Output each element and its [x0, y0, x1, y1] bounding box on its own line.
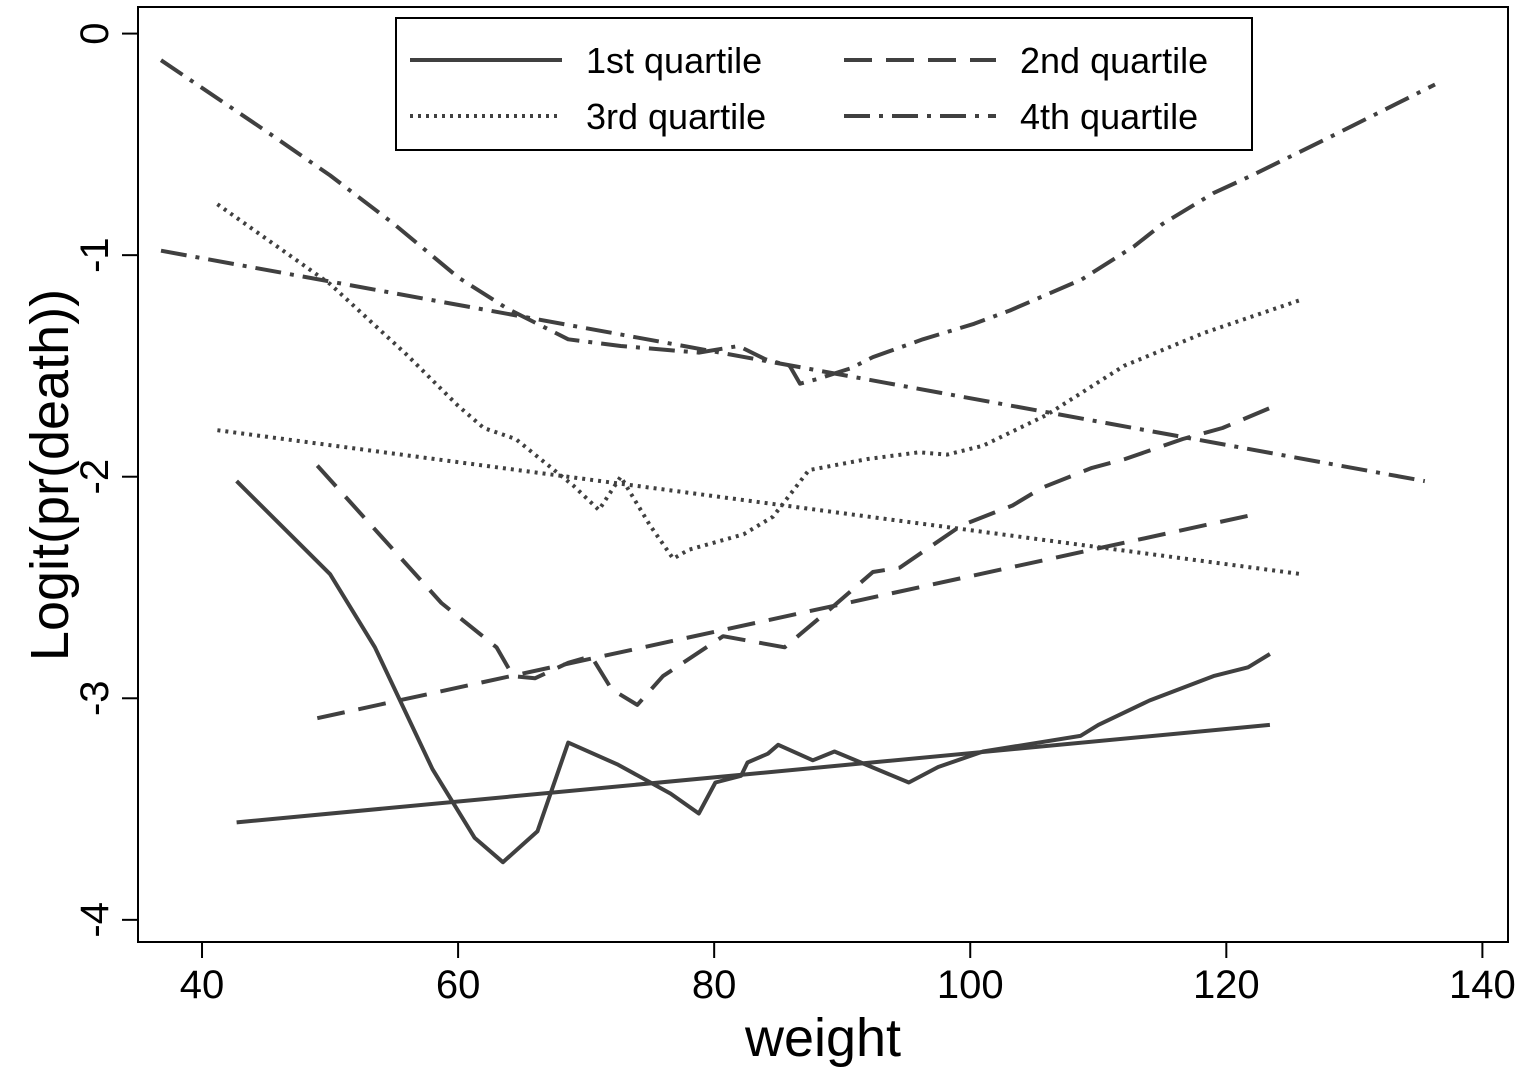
series-line-3-fit — [217, 428, 1303, 577]
x-tick-label: 80 — [692, 963, 737, 1007]
axis-ticks: 40 60 80 100 120 140 0 -1 -2 -3 -4 — [73, 22, 1516, 1007]
series-line-2-smooth — [315, 406, 1271, 707]
series-line-2-fit — [316, 512, 1255, 721]
x-tick-label: 120 — [1193, 963, 1260, 1007]
x-tick-label: 140 — [1449, 963, 1516, 1007]
legend: 1st quartile 2nd quartile 3rd quartile 4th … — [395, 17, 1253, 151]
series-line-3-smooth — [216, 202, 1303, 561]
plot-frame — [137, 6, 1509, 943]
legend-label-3: 3rd quartile — [586, 96, 766, 137]
y-tick-label: -2 — [73, 459, 117, 495]
y-axis-title: Logit(pr(death)) — [20, 289, 80, 661]
legend-label-2: 2nd quartile — [1020, 40, 1208, 81]
y-tick-label: -3 — [73, 680, 117, 716]
x-axis-title: weight — [744, 1008, 901, 1068]
series-lines — [159, 58, 1436, 865]
y-tick-label: -4 — [73, 902, 117, 938]
series-line-1-fit — [236, 722, 1271, 825]
x-tick-label: 60 — [436, 963, 481, 1007]
legend-box — [395, 17, 1253, 151]
series-line-1-smooth — [235, 479, 1271, 865]
legend-label-1: 1st quartile — [586, 40, 762, 81]
y-tick-label: 0 — [73, 22, 117, 44]
series-line-4-fit — [160, 248, 1426, 484]
x-tick-label: 40 — [180, 963, 225, 1007]
y-tick-label: -1 — [73, 237, 117, 273]
legend-label-4: 4th quartile — [1020, 96, 1198, 137]
x-tick-label: 100 — [937, 963, 1004, 1007]
